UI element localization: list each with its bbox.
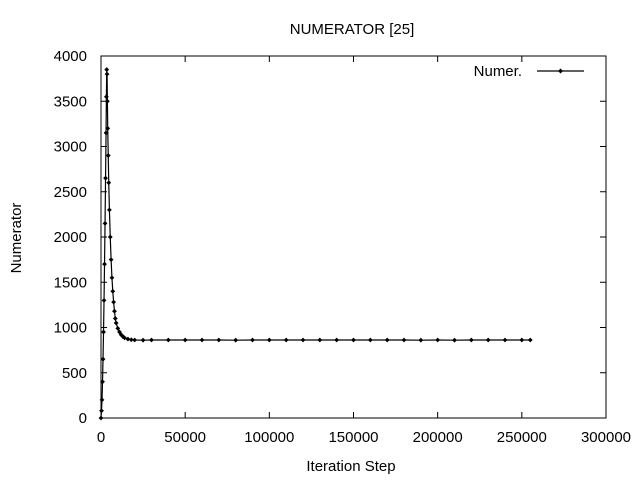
y-axis: 0 500 1000 1500 2000 2500 3000 3500 4000 [54,48,606,427]
data-point [118,332,124,338]
x-tick-label: 100000 [244,429,294,446]
series-layer [98,67,533,421]
x-tick-label: 250000 [497,429,547,446]
data-point [108,257,114,263]
x-tick-label: 200000 [413,429,463,446]
data-point [107,207,112,213]
data-point [98,415,104,421]
data-point [105,153,111,158]
data-point [527,337,533,343]
data-point [435,337,441,343]
data-point [107,234,113,240]
data-point [485,337,491,343]
data-point [283,337,289,343]
y-tick-label: 1000 [54,320,87,337]
data-point [104,67,110,72]
data-point [109,275,115,281]
y-tick-label: 3000 [54,139,87,156]
data-point [100,356,106,362]
x-axis: 0 50000 100000 150000 200000 250000 300000 [97,56,631,446]
data-point [334,337,340,343]
data-point [105,126,111,131]
y-tick-label: 4000 [54,48,87,65]
data-point [165,337,171,343]
x-tick-label: 300000 [581,429,631,446]
data-point [101,297,107,303]
data-point [182,337,188,343]
data-point [99,408,104,414]
data-point [468,337,474,343]
y-tick-label: 3500 [54,93,87,110]
data-point [384,337,390,343]
y-tick-label: 500 [62,365,87,382]
data-point [128,337,134,343]
data-point [317,337,323,343]
data-point [104,98,110,104]
data-point [102,261,107,267]
data-point [111,299,117,305]
data-point [519,337,525,343]
x-tick-label: 50000 [164,429,206,446]
data-point [112,316,118,321]
data-point [401,337,407,343]
data-point [101,329,106,335]
data-point [502,337,508,343]
data-point [125,336,131,342]
data-point [199,337,205,343]
series-line [100,69,531,419]
data-point [104,71,110,77]
data-point [140,337,146,343]
x-tick-label: 150000 [328,429,378,446]
data-point [115,326,121,331]
data-point [102,221,108,226]
data-point [149,337,154,343]
data-point [418,337,424,343]
data-point [110,288,116,294]
y-tick-label: 0 [79,410,87,427]
data-point [132,337,138,343]
plot-frame [100,55,607,419]
y-tick-label: 1500 [54,274,87,291]
chart-title: NUMERATOR [25] [290,21,414,38]
x-axis-title: Iteration Step [306,458,395,475]
x-tick-label: 0 [97,429,105,446]
data-point [99,397,105,403]
data-point [113,320,119,326]
data-point [103,175,108,181]
data-point [452,337,457,343]
data-point [216,337,222,343]
y-tick-label: 2000 [54,229,87,246]
data-point [100,379,105,385]
data-point [103,130,109,136]
legend-marker [558,68,563,74]
data-point [106,180,112,186]
data-point [103,94,109,100]
data-point [367,337,373,343]
data-point [250,337,255,343]
data-point [300,337,306,343]
y-tick-label: 2500 [54,184,87,201]
data-point [351,337,356,343]
legend: Numer. [474,63,584,80]
y-axis-title: Numerator [8,203,25,274]
legend-label: Numer. [474,63,522,80]
data-point [233,337,239,343]
data-point [112,308,117,314]
data-point [266,337,272,343]
